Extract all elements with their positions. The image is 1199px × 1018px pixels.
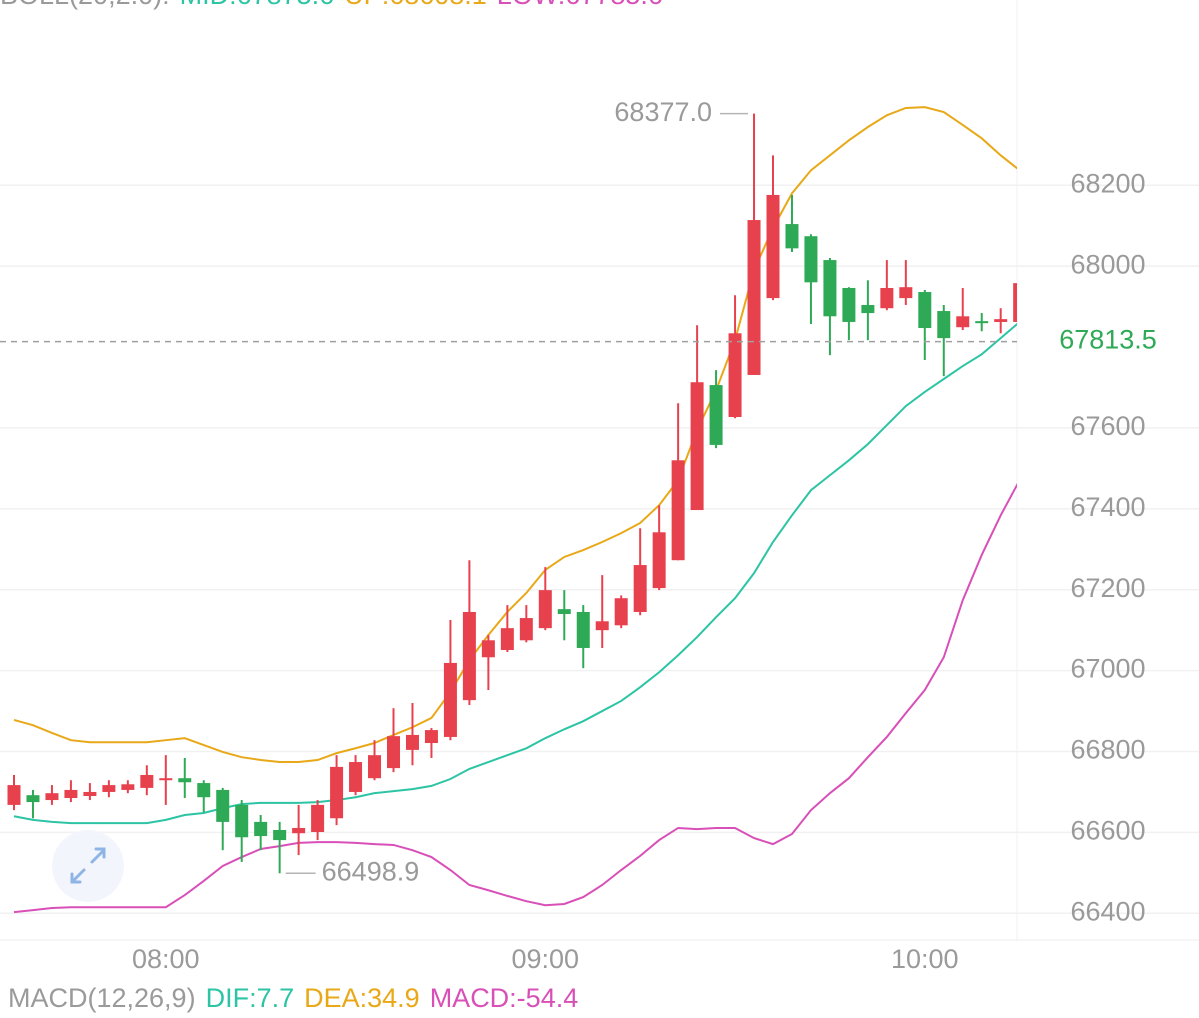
candle-body [349, 762, 363, 792]
candle-body [823, 260, 837, 317]
candle-body [292, 827, 306, 834]
y-tick-label: 66400 [1070, 896, 1145, 926]
candle-body [557, 609, 571, 614]
candle-body [405, 734, 419, 750]
header-text: UP:68608.1 [344, 0, 487, 10]
header-text: LOW:67785.6 [497, 0, 663, 10]
candle-body [728, 333, 742, 418]
y-tick-label: 67400 [1070, 492, 1145, 522]
macd-text: DEA:34.9 [304, 983, 420, 1013]
candle-body [576, 611, 590, 648]
price-tag [1020, 321, 1199, 362]
macd-text: MACD:-54.4 [430, 983, 579, 1013]
candle-body [519, 618, 533, 641]
candle-body [1013, 283, 1017, 322]
candle-body [387, 736, 400, 769]
candle-body [121, 784, 135, 790]
candle-body [690, 382, 704, 511]
candle-body [102, 785, 116, 792]
candle-body [994, 319, 1008, 322]
candle-body [538, 590, 552, 629]
candle-body [975, 321, 989, 324]
y-tick-label: 66600 [1070, 816, 1145, 846]
candle-body [273, 829, 287, 841]
band-line [13, 322, 1017, 825]
candle-body [159, 778, 173, 781]
y-tick-label: 67200 [1070, 573, 1145, 603]
header-text: BOLL(20,2.0): [0, 0, 170, 10]
zoom-button[interactable] [52, 830, 124, 902]
candle-body [785, 224, 799, 249]
candle-body [140, 774, 154, 788]
candle-body [83, 791, 97, 797]
y-tick-label: 67600 [1070, 411, 1145, 441]
band-line [13, 482, 1017, 914]
candle-body [500, 628, 514, 650]
candle-body [956, 316, 970, 328]
candle-body [899, 287, 913, 299]
candle-body [368, 755, 382, 779]
candle-body [216, 789, 230, 822]
candle-body [595, 621, 609, 631]
candle-body [64, 789, 78, 799]
x-tick-label: 10:00 [891, 944, 959, 974]
annotation: 66498.9 [322, 856, 420, 886]
annotation: 68377.0 [614, 97, 712, 127]
candle-body [235, 804, 249, 838]
header-text: MID:67875.6 [180, 0, 335, 10]
bands [13, 106, 1017, 914]
candle-body [880, 287, 894, 309]
price-label: 67813.5 [1059, 325, 1157, 355]
candle-body [918, 292, 932, 329]
candle-body [178, 778, 192, 783]
grid [0, 184, 1199, 915]
candle-body [424, 730, 438, 744]
candle-body [709, 385, 723, 445]
candle-body [652, 532, 666, 589]
x-tick-label: 09:00 [512, 944, 580, 974]
candle-body [633, 565, 647, 612]
candle-body [45, 793, 59, 801]
candle-body [197, 783, 211, 798]
candle-body [747, 220, 761, 375]
macd-text: MACD(12,26,9) [8, 983, 196, 1013]
candle-body [311, 804, 325, 833]
candle-body [481, 640, 495, 658]
candle-body [330, 766, 344, 819]
y-tick-label: 67000 [1070, 654, 1145, 684]
candle-body [462, 611, 476, 701]
y-tick-label: 68000 [1070, 249, 1145, 279]
candle-body [614, 598, 628, 626]
candle-body [26, 795, 40, 803]
y-tick-label: 66800 [1070, 735, 1145, 765]
candle-body [842, 287, 856, 322]
candle-body [766, 194, 780, 299]
candle-body [804, 236, 818, 283]
candle-body [671, 460, 685, 561]
band-line [13, 106, 1017, 764]
candle-body [861, 304, 875, 314]
candle-body [937, 311, 951, 339]
candles [7, 113, 1017, 874]
candle-body [7, 785, 21, 805]
candle-body [254, 821, 268, 837]
y-tick-label: 68200 [1070, 168, 1145, 198]
candle-body [443, 662, 457, 737]
macd-text: DIF:7.7 [206, 983, 295, 1013]
x-tick-label: 08:00 [132, 944, 200, 974]
